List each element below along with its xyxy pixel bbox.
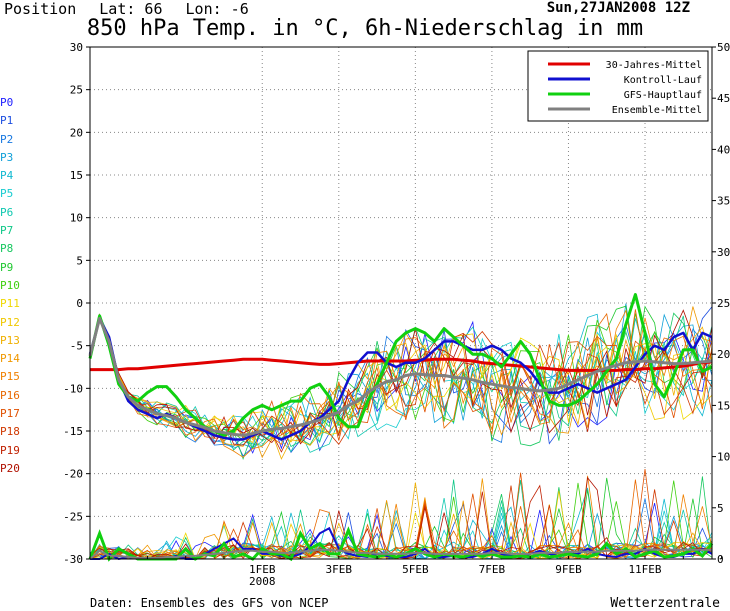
ensemble-line-p16 (89, 309, 713, 443)
ytick-left-label: -10 (63, 382, 83, 395)
header: Position Lat: 66 Lon: -6 (4, 0, 263, 18)
ytick-left-label: 15 (70, 169, 83, 182)
main-series (88, 293, 714, 562)
member-label: P4 (0, 169, 14, 183)
member-label: P7 (0, 224, 14, 238)
ensemble-line-p20 (89, 309, 713, 445)
member-label: P17 (0, 407, 20, 421)
member-label: P12 (0, 315, 20, 329)
member-list: P0 P1 P2 P3 P4 P5 P6 P7 P8 P9 P10 P11 P12 P13 P14 P15 P1… (0, 94, 20, 478)
ensemble-precip-p20 (89, 476, 713, 560)
member-label: P15 (0, 370, 20, 384)
ytick-left-label: -25 (63, 510, 83, 523)
ytick-right-label: 5 (717, 502, 724, 515)
member-label: P5 (0, 187, 14, 201)
ytick-left-label: 0 (76, 297, 83, 310)
ytick-right-label: 20 (717, 348, 730, 361)
legend: 30-Jahres-Mittel Kontroll-Lauf GFS-Hauptla… (527, 50, 709, 122)
ytick-left-label: 25 (70, 84, 83, 97)
legend-label: 30-Jahres-Mittel (606, 60, 702, 71)
member-label: P13 (0, 333, 20, 347)
ytick-left-label: 10 (70, 212, 83, 225)
lon-label: Lon: -6 (185, 0, 249, 18)
page-title: 850 hPa Temp. in °C, 6h-Niederschlag in … (86, 16, 644, 41)
member-label: P14 (0, 352, 20, 366)
brand-label: Wetterzentrale (610, 596, 720, 611)
xtick-label: 1FEB (249, 563, 276, 576)
axes: -30 -25 -20 -15 -10 -5 0 5 10 15 20 25 30 0 5 10 15 20 25 3… (63, 41, 730, 588)
ensemble-line-p2 (89, 316, 713, 447)
legend-label: GFS-Hauptlauf (624, 90, 702, 101)
xtick-label: 11FEB (628, 563, 661, 576)
ensemble-precip-p15 (89, 475, 713, 560)
ytick-left-label: 5 (76, 254, 83, 267)
ytick-left-label: -20 (63, 468, 83, 481)
ytick-left-label: -5 (70, 340, 83, 353)
xtick-label: 3FEB (326, 563, 353, 576)
xtick-sublabel: 2008 (249, 575, 276, 588)
ytick-right-label: 10 (717, 451, 730, 464)
xtick-label: 9FEB (555, 563, 582, 576)
member-label: P9 (0, 260, 14, 274)
member-label: P8 (0, 242, 14, 256)
member-label: P3 (0, 150, 14, 164)
ytick-left-label: -15 (63, 425, 83, 438)
ytick-right-label: 25 (717, 297, 730, 310)
ensemble-line-p14 (89, 306, 713, 459)
member-label: P1 (0, 114, 14, 128)
precip-line-ensemble-mittel (89, 548, 712, 560)
ytick-left-label: 30 (70, 41, 83, 54)
ytick-right-label: 30 (717, 246, 730, 259)
member-label: P20 (0, 461, 20, 475)
ytick-right-label: 35 (717, 195, 730, 208)
data-source: Daten: Ensembles des GFS von NCEP (90, 596, 329, 610)
member-label: P16 (0, 388, 20, 402)
ytick-right-label: 45 (717, 92, 730, 105)
ytick-right-label: 50 (717, 41, 730, 54)
member-label: P10 (0, 278, 20, 292)
lat-label: Lat: 66 (99, 0, 163, 18)
ytick-left-label: 20 (70, 126, 83, 139)
position-label: Position (4, 0, 77, 18)
member-label: P6 (0, 205, 14, 219)
series-line-ensemble-mittel (88, 316, 713, 437)
ensemble-line-p18 (89, 318, 713, 445)
xtick-label: 7FEB (479, 563, 506, 576)
legend-label: Ensemble-Mittel (612, 105, 702, 116)
ytick-left-label: -30 (63, 553, 83, 566)
series-line-gfs-hauptlauf (88, 293, 713, 437)
member-label: P0 (0, 96, 14, 109)
ytick-right-label: 15 (717, 399, 730, 412)
xtick-label: 5FEB (402, 563, 429, 576)
member-label: P18 (0, 425, 20, 439)
member-label: P11 (0, 297, 20, 311)
ytick-right-label: 0 (717, 553, 724, 566)
ensemble-precip-p8 (89, 476, 713, 560)
ytick-right-label: 40 (717, 143, 730, 156)
grid-lines (90, 47, 712, 559)
precip-line-gfs-hauptlauf (88, 526, 714, 562)
legend-label: Kontroll-Lauf (624, 75, 702, 86)
datestamp: Sun,27JAN2008 12Z (546, 0, 690, 16)
member-label: P19 (0, 443, 20, 457)
member-label: P2 (0, 132, 14, 146)
ensemble-line-p17 (89, 315, 713, 441)
